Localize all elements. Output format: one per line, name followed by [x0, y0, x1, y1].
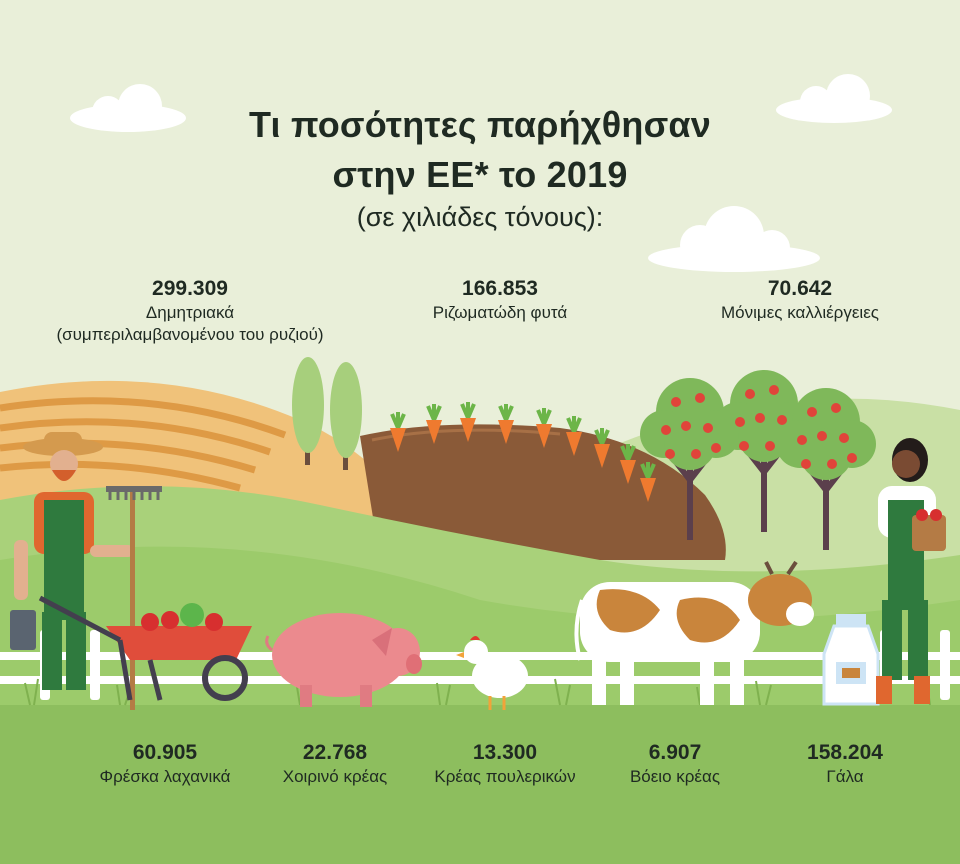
stat-label: Χοιρινό κρέας — [282, 767, 388, 786]
poplar-trees — [292, 357, 362, 470]
stat-value: 299.309 — [152, 277, 228, 300]
stat-label: Βόειο κρέας — [629, 767, 721, 786]
carrot-icon — [620, 444, 636, 484]
carrot-icon — [640, 462, 656, 502]
stat-permanent-crops: 70.642 Μόνιμες καλλιέργειες — [680, 276, 920, 324]
milk-bottle-illustration — [822, 614, 880, 706]
wheelbarrow-illustration — [38, 595, 252, 701]
stat-value: 13.300 — [472, 741, 538, 764]
ground — [0, 705, 960, 864]
carrot-field — [360, 424, 726, 560]
stat-value: 70.642 — [767, 277, 833, 300]
pig-illustration — [265, 613, 422, 707]
carrot-icon — [536, 408, 552, 448]
stat-cereals: 299.309 Δημητριακά (συμπεριλαμβανομένου … — [30, 276, 350, 346]
farmer-illustration — [10, 432, 162, 710]
title-line-2: στην ΕΕ* το 2019 — [332, 154, 628, 195]
title-line-1: Τι ποσότητες παρήχθησαν — [249, 104, 711, 145]
stat-root-crops: 166.853 Ριζωματώδη φυτά — [390, 276, 610, 324]
stat-label: Ριζωματώδη φυτά — [432, 303, 568, 322]
cloud-left — [70, 84, 186, 132]
apple-tree-icon — [776, 388, 876, 550]
stat-value: 158.204 — [807, 741, 883, 764]
stat-label-note: (συμπεριλαμβανομένου του ρυζιού) — [56, 325, 324, 344]
woman-illustration — [876, 438, 946, 704]
carrots — [390, 402, 656, 502]
carrot-icon — [390, 412, 406, 452]
stat-fresh-vegetables: 60.905 Φρέσκα λαχανικά — [80, 740, 250, 788]
stat-beef: 6.907 Βόειο κρέας — [600, 740, 750, 788]
stat-poultry-meat: 13.300 Κρέας πουλερικών — [420, 740, 590, 788]
cow-illustration — [574, 560, 814, 705]
stat-milk: 158.204 Γάλα — [770, 740, 920, 788]
carrot-icon — [460, 402, 476, 442]
stat-value: 22.768 — [302, 741, 368, 764]
stat-label: Μόνιμες καλλιέργειες — [721, 303, 879, 322]
stat-label: Δημητριακά — [145, 303, 235, 322]
apple-trees — [640, 370, 876, 550]
stat-label: Γάλα — [826, 767, 864, 786]
carrot-icon — [594, 428, 610, 468]
carrot-icon — [566, 416, 582, 456]
stat-value: 60.905 — [132, 741, 198, 764]
subtitle: (σε χιλιάδες τόνους): — [356, 202, 604, 232]
stat-label: Κρέας πουλερικών — [434, 767, 576, 786]
stat-value: 166.853 — [462, 277, 538, 300]
carrot-icon — [498, 404, 514, 444]
chicken-illustration — [456, 636, 528, 710]
carrot-icon — [426, 404, 442, 444]
clouds — [70, 74, 892, 272]
stat-value: 6.907 — [648, 741, 702, 764]
stat-pig-meat: 22.768 Χοιρινό κρέας — [255, 740, 415, 788]
cloud-right — [776, 74, 892, 123]
cloud-middle — [648, 206, 820, 272]
stat-label: Φρέσκα λαχανικά — [99, 767, 231, 786]
